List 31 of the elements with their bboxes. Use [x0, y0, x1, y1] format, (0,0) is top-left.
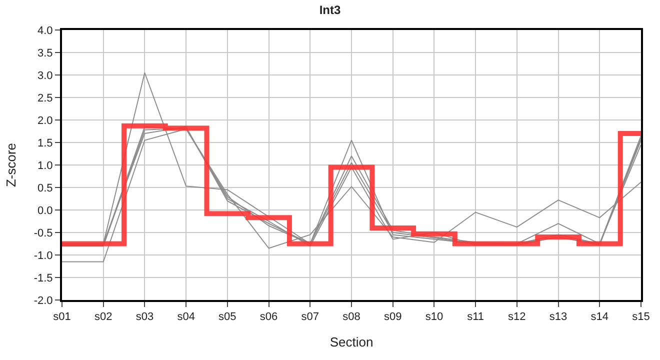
- x-tick-label: s01: [53, 311, 71, 324]
- y-tick-label: -1.0: [34, 250, 53, 262]
- y-tick-label: 2.0: [38, 114, 53, 127]
- y-tick-label: 3.5: [38, 47, 53, 60]
- x-tick-label: s06: [260, 311, 278, 324]
- x-tick-label: s15: [632, 311, 650, 324]
- y-tick-label: -2.0: [34, 294, 53, 307]
- y-tick-label: 4.0: [38, 24, 53, 37]
- y-tick-label: 0.0: [38, 204, 53, 217]
- x-tick-label: s02: [94, 311, 112, 324]
- x-tick-label: s13: [549, 311, 568, 324]
- y-tick-label: -0.5: [34, 227, 53, 240]
- x-tick-label: s10: [425, 311, 444, 324]
- x-tick-label: s03: [136, 311, 154, 324]
- x-tick-label: s08: [342, 311, 360, 324]
- x-tick-label: s07: [301, 311, 320, 324]
- x-tick-label: s04: [177, 311, 195, 324]
- x-axis-title: Section: [330, 334, 374, 350]
- y-axis-title: Z-score: [3, 142, 18, 188]
- y-tick-label: -1.5: [34, 272, 53, 284]
- y-tick-label: 0.5: [38, 182, 53, 194]
- x-tick-label: s05: [218, 311, 236, 324]
- chart-title: Int3: [319, 2, 341, 17]
- y-tick-label: 1.0: [38, 160, 53, 172]
- x-tick-label: s11: [467, 311, 484, 324]
- y-tick-label: 2.5: [38, 92, 53, 104]
- x-tick-label: s14: [590, 311, 609, 324]
- y-tick-label: 1.5: [38, 137, 53, 150]
- y-tick-label: 3.0: [38, 70, 53, 82]
- x-tick-label: s12: [508, 311, 526, 324]
- x-tick-label: s09: [384, 311, 402, 324]
